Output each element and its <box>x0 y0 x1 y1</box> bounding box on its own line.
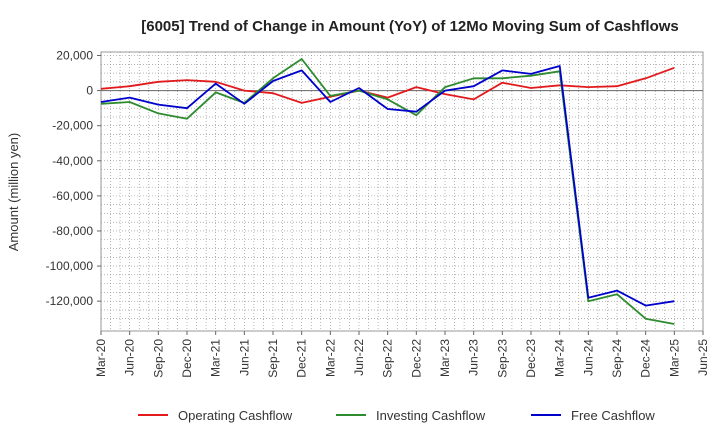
x-tick-label: Mar-24 <box>553 339 567 377</box>
y-tick-label: -40,000 <box>52 154 93 168</box>
plot-area <box>100 51 704 332</box>
x-tick-label: Mar-25 <box>667 339 681 377</box>
legend-label: Free Cashflow <box>571 408 655 423</box>
x-axis: Mar-20 Jun-20 Sep-20 Dec-20 Mar-21 Jun-21 Sep-… <box>94 331 710 378</box>
x-tick-label: Sep-21 <box>266 339 280 378</box>
legend-item-investing-cashflow: Investing Cashflow <box>336 408 486 423</box>
x-tick-label: Mar-23 <box>438 339 452 377</box>
gridlines <box>100 52 704 331</box>
legend-label: Operating Cashflow <box>178 408 293 423</box>
x-tick-label: Jun-24 <box>581 339 595 376</box>
x-tick-label: Jun-23 <box>467 339 481 376</box>
x-tick-label: Mar-20 <box>94 339 108 377</box>
x-tick-label: Dec-21 <box>295 339 309 378</box>
y-tick-label: 20,000 <box>56 49 93 63</box>
x-tick-label: Jun-20 <box>123 339 137 376</box>
y-tick-label: -20,000 <box>52 119 93 133</box>
plot-frame <box>100 51 704 332</box>
x-tick-label: Jun-21 <box>237 339 251 376</box>
x-tick-label: Mar-22 <box>323 339 337 377</box>
y-tick-label: -100,000 <box>46 259 94 273</box>
legend-label: Investing Cashflow <box>376 408 486 423</box>
x-tick-label: Dec-23 <box>524 339 538 378</box>
x-tick-label: Sep-22 <box>381 339 395 378</box>
legend-item-operating-cashflow: Operating Cashflow <box>138 408 293 423</box>
y-tick-label: -120,000 <box>46 294 94 308</box>
legend: Operating Cashflow Investing Cashflow Free… <box>138 408 655 423</box>
x-tick-label: Jun-25 <box>696 339 710 376</box>
x-tick-label: Dec-24 <box>639 339 653 378</box>
y-axis-label: Amount (million yen) <box>6 133 21 252</box>
series-group <box>100 58 675 325</box>
x-tick-label: Sep-23 <box>495 339 509 378</box>
chart-title: [6005] Trend of Change in Amount (YoY) o… <box>141 18 679 35</box>
x-tick-label: Dec-22 <box>409 339 423 378</box>
x-tick-label: Sep-24 <box>610 339 624 378</box>
x-tick-label: Mar-21 <box>209 339 223 377</box>
series-line-free-cashflow <box>100 65 675 307</box>
y-tick-label: -60,000 <box>52 189 93 203</box>
y-tick-label: -80,000 <box>52 224 93 238</box>
x-tick-label: Dec-20 <box>180 339 194 378</box>
legend-item-free-cashflow: Free Cashflow <box>531 408 655 423</box>
y-axis: 20,000 0 -20,000 -40,000 -60,000 -80,000 -100,… <box>46 49 101 308</box>
y-tick-label: 0 <box>86 84 93 98</box>
series-line-operating-cashflow <box>100 66 675 104</box>
x-tick-label: Jun-22 <box>352 339 366 376</box>
x-tick-label: Sep-20 <box>151 339 165 378</box>
